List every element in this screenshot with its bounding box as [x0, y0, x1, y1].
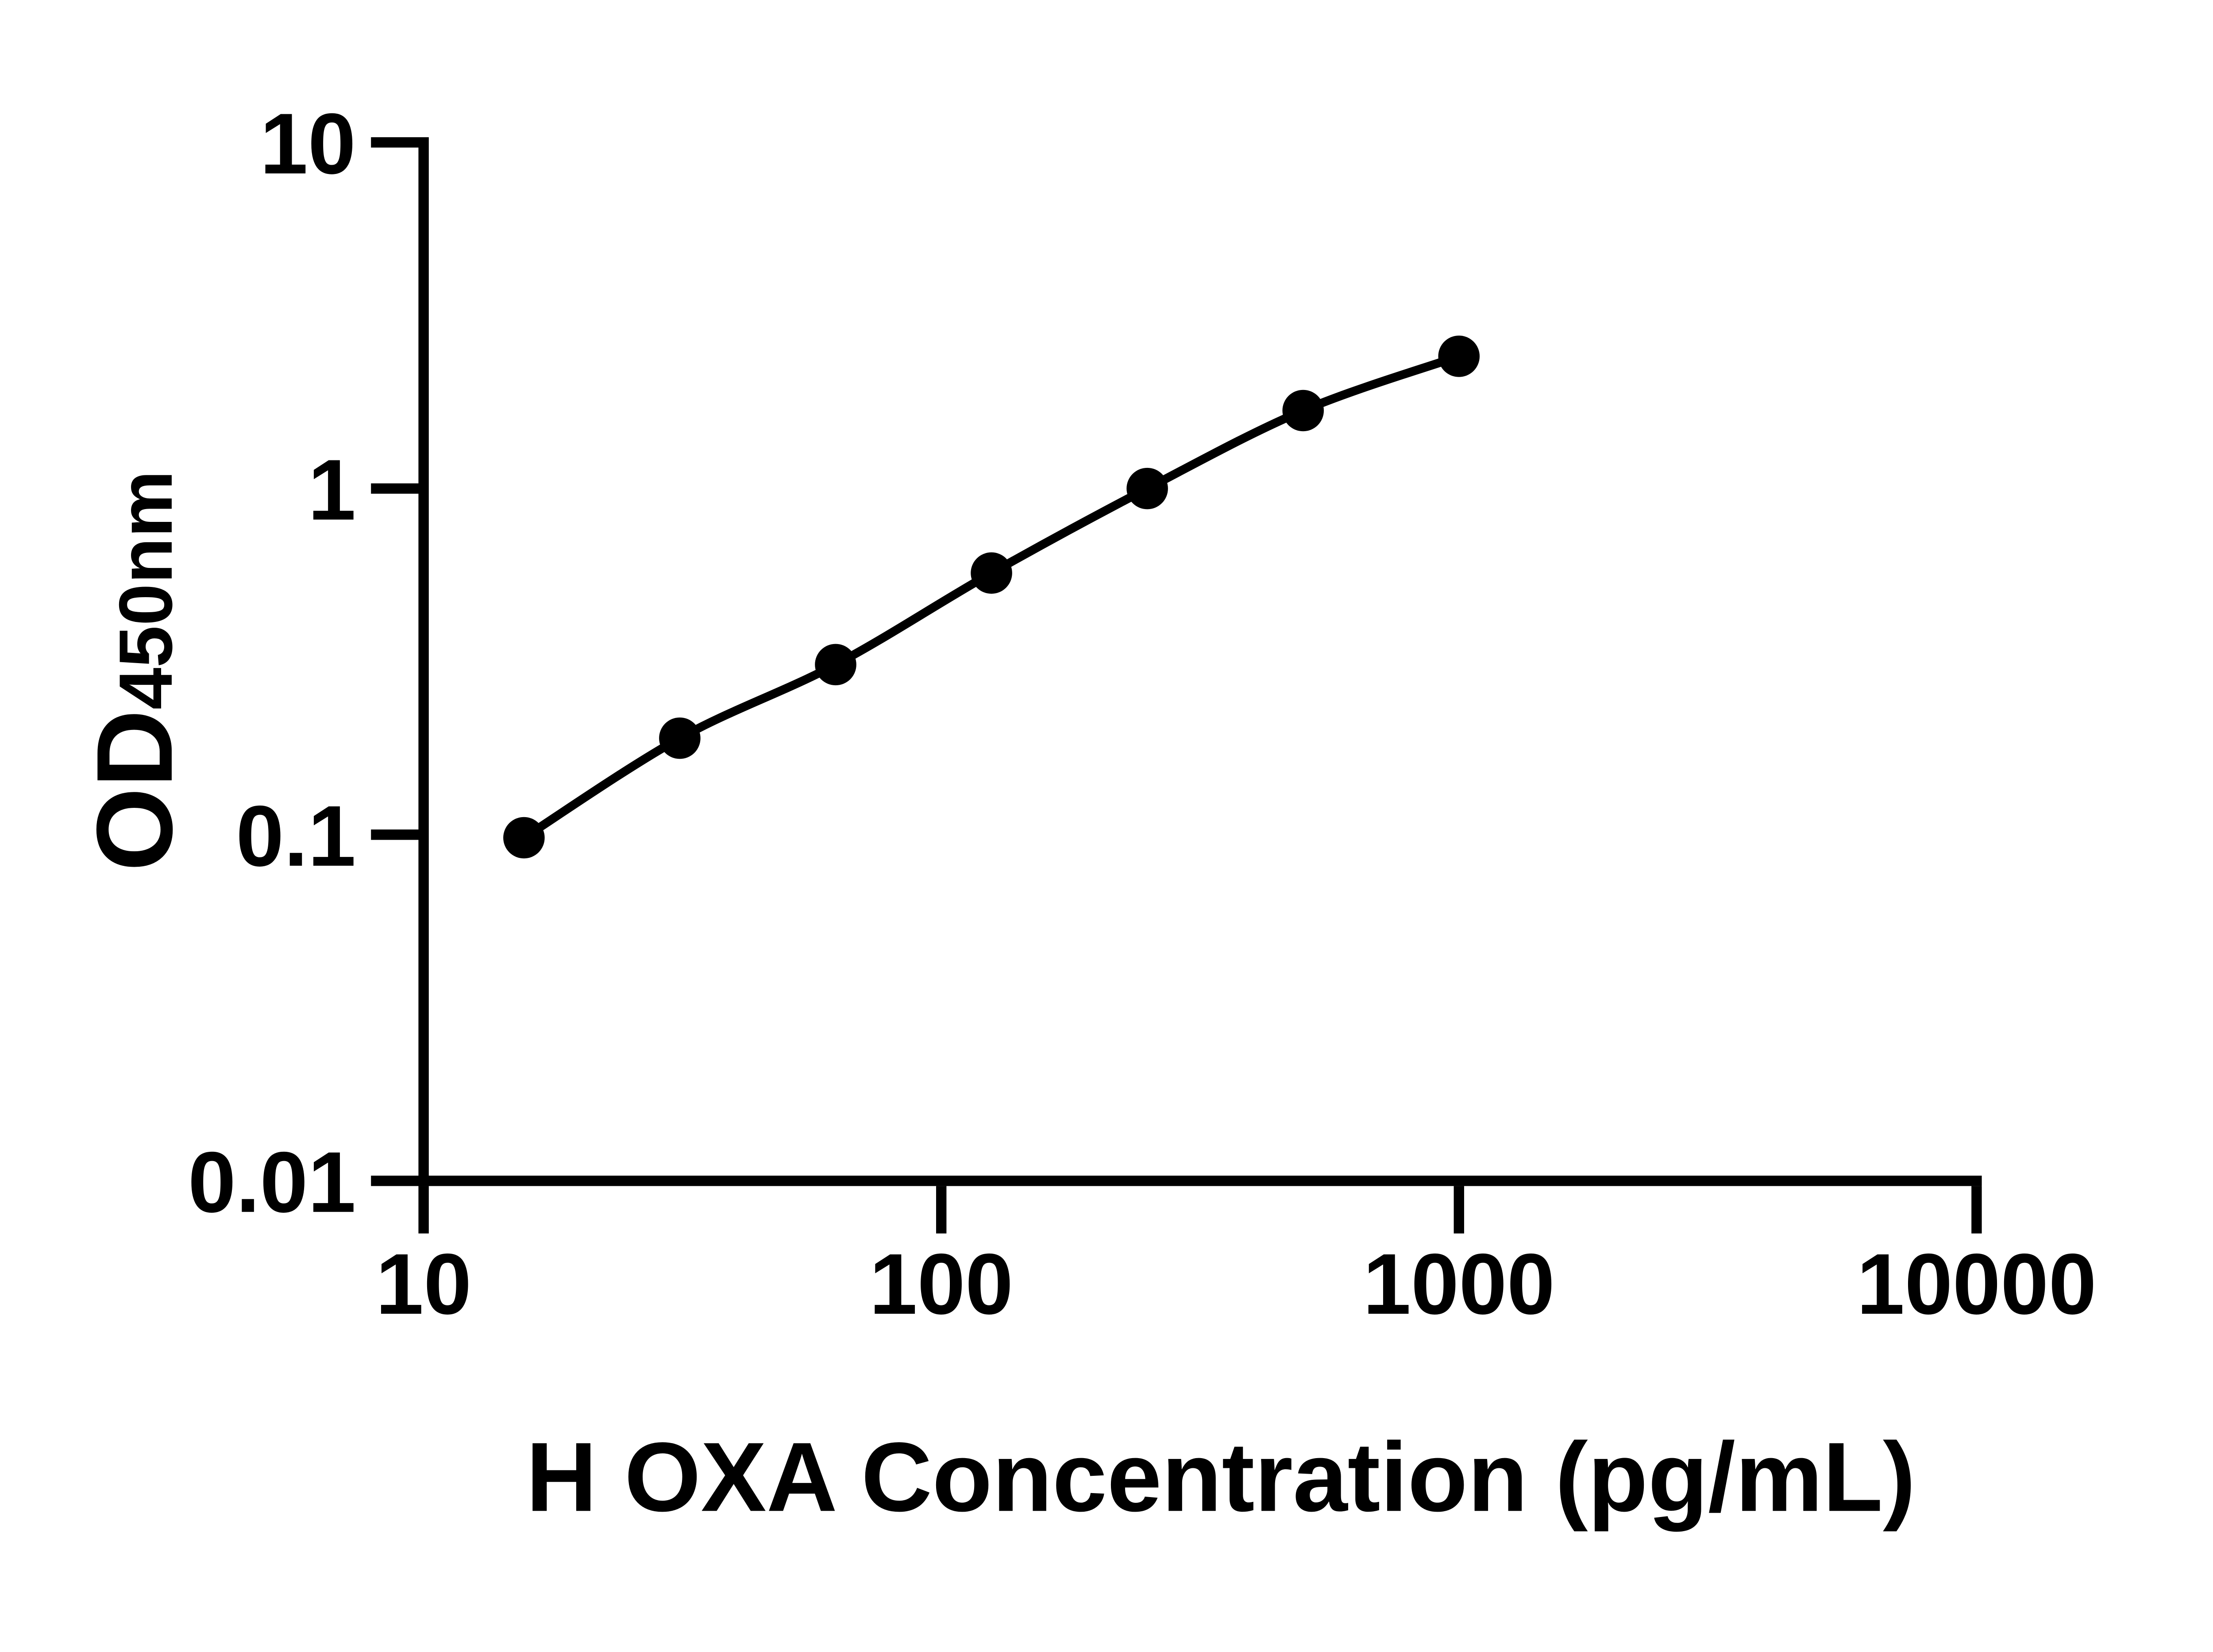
x-tick-label: 10 [376, 1236, 472, 1332]
y-axis-title: OD450nm [74, 471, 195, 872]
x-tick-label: 1000 [1363, 1236, 1555, 1332]
x-axis-title: H OXA Concentration (pg/mL) [526, 1422, 1916, 1532]
standard-curve-figure: 10 1 0.1 0.01 10 100 1000 10000 H OXA Concentra… [73, 96, 2097, 1532]
axes-layer [371, 137, 1982, 1234]
x-tick-label: 10000 [1857, 1236, 2097, 1332]
x-tick-label: 100 [869, 1236, 1013, 1332]
data-point [815, 644, 856, 686]
y-tick-label: 10 [260, 96, 356, 192]
y-tick-label: 1 [308, 442, 356, 538]
data-point [1438, 336, 1480, 377]
data-point [659, 717, 701, 759]
data-points-layer [503, 336, 1480, 859]
y-tick-label: 0.01 [188, 1135, 356, 1231]
y-tick-label: 0.1 [236, 788, 356, 884]
data-point [503, 817, 545, 859]
data-point [1282, 390, 1324, 432]
fit-curve [521, 352, 1461, 841]
y-axis-title-subscript: 450nm [104, 471, 188, 710]
fit-curve-layer [521, 352, 1461, 841]
data-point [1126, 467, 1168, 509]
y-axis-title-main: OD [74, 710, 195, 871]
data-point [971, 552, 1012, 594]
